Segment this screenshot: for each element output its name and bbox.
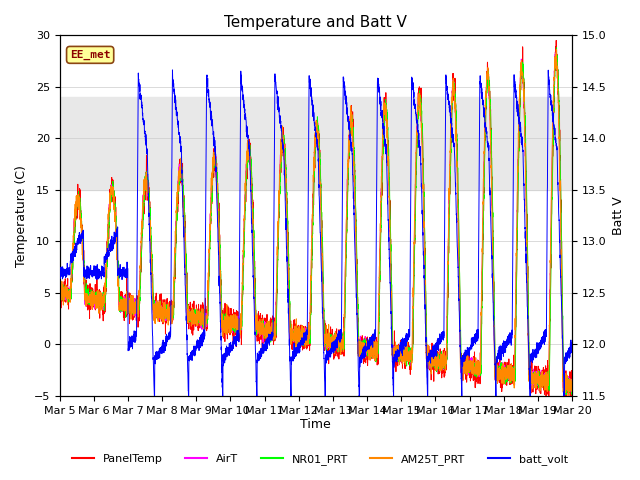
- Bar: [60, 97, 572, 190]
- Legend: PanelTemp, AirT, NR01_PRT, AM25T_PRT, batt_volt: PanelTemp, AirT, NR01_PRT, AM25T_PRT, ba…: [68, 450, 572, 469]
- Y-axis label: Batt V: Batt V: [612, 196, 625, 235]
- X-axis label: Time: Time: [300, 419, 331, 432]
- Title: Temperature and Batt V: Temperature and Batt V: [225, 15, 407, 30]
- Text: EE_met: EE_met: [70, 50, 110, 60]
- Y-axis label: Temperature (C): Temperature (C): [15, 165, 28, 266]
